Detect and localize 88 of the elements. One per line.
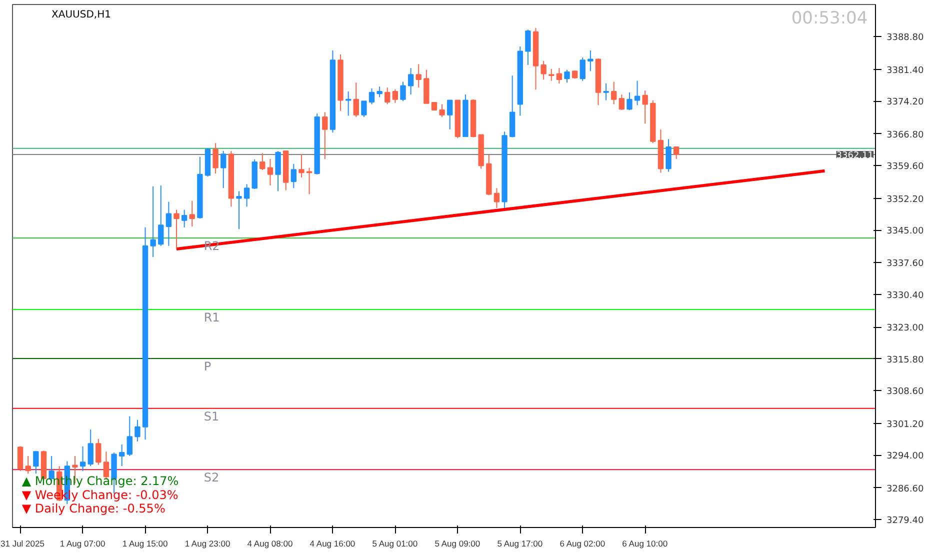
x-tick-label: 6 Aug 10:00: [622, 538, 668, 548]
candlestick: [368, 88, 375, 105]
candlestick: [96, 438, 102, 466]
x-tick-label: 5 Aug 17:00: [497, 538, 543, 548]
candlestick: [603, 83, 609, 101]
candlestick: [494, 188, 500, 208]
x-tick-label: 1 Aug 23:00: [184, 538, 230, 548]
candlestick: [181, 209, 188, 228]
candlestick: [345, 90, 352, 116]
y-tick-label: 3301.20: [886, 420, 924, 430]
x-tick-label: 1 Aug 15:00: [122, 538, 168, 548]
x-tick-label: 1 Aug 07:00: [60, 538, 106, 548]
y-tick-label: 3366.80: [886, 130, 924, 140]
chart-subtitle: 00:53:04: [791, 8, 868, 28]
candlestick: [361, 100, 367, 118]
candlestick: [166, 201, 172, 246]
y-tick-label: 3286.60: [886, 484, 924, 494]
annotation: 3362.11: [836, 151, 874, 162]
ref-line-label: P: [204, 359, 212, 374]
candlestick: [408, 68, 414, 96]
candlestick: [189, 200, 195, 227]
candlestick: [88, 429, 94, 467]
y-tick-label: 3294.00: [886, 452, 924, 462]
ref-line-label: R1: [204, 310, 220, 324]
candlestick: [564, 69, 570, 84]
candlestick: [80, 446, 86, 472]
y-tick-label: 3388.80: [886, 33, 924, 44]
candlestick: [134, 419, 140, 442]
y-tick-label: 3381.40: [886, 66, 924, 76]
candlestick: [118, 444, 125, 467]
x-tick-label: 6 Aug 02:00: [560, 538, 606, 548]
candlestick: [626, 92, 632, 110]
candlestick: [212, 142, 218, 174]
candlestick: [275, 150, 281, 192]
candlestick: [580, 56, 586, 82]
candlestick: [548, 68, 554, 82]
candlestick: [25, 456, 31, 474]
candlestick: [384, 86, 390, 105]
candlestick: [236, 190, 242, 230]
candlestick: [674, 146, 680, 160]
candlestick: [376, 86, 382, 98]
y-tick-label: 3359.60: [886, 162, 924, 172]
candlestick: [220, 150, 226, 189]
y-tick-label: 3330.40: [886, 290, 924, 301]
candlestick: [556, 68, 562, 84]
text: XAUUSD,H1: [52, 10, 112, 20]
candlestick: [322, 112, 328, 160]
y-tick-label: 3374.20: [886, 98, 924, 108]
candlestick: [540, 60, 546, 80]
candlestick: [447, 100, 453, 130]
x-tick-label: 5 Aug 09:00: [434, 538, 480, 548]
candlestick: [17, 446, 24, 472]
candlestick: [416, 64, 422, 88]
candlestick: [618, 94, 625, 110]
candlestick: [298, 154, 304, 178]
x-tick-label: 4 Aug 16:00: [310, 538, 356, 548]
x-tick-label: 4 Aug 08:00: [247, 538, 293, 548]
ref-line-label: S1: [204, 409, 220, 424]
candlestick: [174, 209, 180, 250]
candlestick: [158, 184, 164, 246]
candlestick: [400, 81, 406, 102]
candlestick: [588, 50, 594, 72]
candlestick: [244, 184, 250, 208]
y-tick-label: 3308.60: [886, 387, 924, 398]
y-tick-label: 3352.20: [886, 194, 924, 205]
candlestick: [353, 82, 359, 118]
ref-line-label: S2: [204, 470, 220, 485]
candlestick: [150, 186, 156, 258]
y-tick-label: 3337.60: [886, 259, 924, 270]
candlestick: [666, 138, 672, 172]
candlestick: [392, 88, 398, 104]
annotation: ▼ Daily Change: -0.55%: [22, 502, 166, 516]
y-tick-label: 3279.40: [886, 516, 924, 526]
y-tick-label: 3323.00: [886, 324, 924, 334]
candlestick: [260, 152, 266, 171]
candlestick: [126, 416, 132, 456]
y-tick-label: 3315.80: [886, 355, 924, 366]
candlestick: [33, 451, 39, 474]
candlestick: [611, 81, 617, 105]
candlestick: [634, 80, 640, 106]
candlestick: [525, 29, 531, 66]
x-tick-label: 5 Aug 01:00: [372, 538, 418, 548]
y-tick-label: 3345.00: [886, 226, 924, 237]
candlestick: [439, 104, 445, 118]
candlestick: [267, 158, 274, 186]
candlestick: [642, 90, 648, 124]
candlestick: [290, 163, 296, 189]
x-tick-label: 31 Jul 2025: [0, 538, 45, 548]
